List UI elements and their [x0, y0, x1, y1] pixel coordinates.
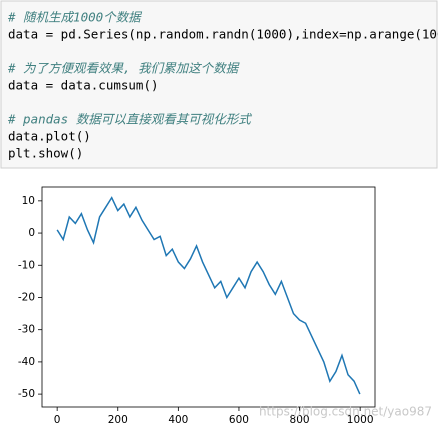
x-tick-label: 800 — [290, 414, 310, 426]
watermark: https://blog.csdn.net/yao987 — [259, 405, 432, 419]
code-line: data = data.cumsum() — [8, 78, 159, 93]
x-tick-label: 200 — [108, 414, 128, 426]
code-cell — [0, 0, 438, 169]
code-comment: # pandas 数据可以直接观看其可视化形式 — [7, 112, 252, 127]
code-comment: # 随机生成1000个数据 — [7, 10, 143, 25]
code-line: plt.show() — [8, 146, 83, 161]
y-tick-label: -50 — [18, 388, 35, 400]
y-tick-label: -20 — [18, 291, 35, 303]
y-tick-label: 0 — [28, 227, 35, 239]
y-tick-label: -30 — [18, 324, 35, 336]
code-line: data = pd.Series(np.random.randn(1000),i… — [8, 27, 438, 42]
code-comment: # 为了方便观看效果, 我们累加这个数据 — [7, 61, 241, 76]
x-tick-label: 0 — [54, 414, 61, 426]
x-tick-label: 600 — [229, 414, 249, 426]
x-tick-label: 400 — [168, 414, 188, 426]
y-tick-label: 10 — [22, 195, 35, 207]
data-line — [56, 196, 361, 395]
y-tick-label: -10 — [18, 259, 35, 271]
code-line: data.plot() — [8, 129, 91, 144]
x-tick-label: 1000 — [347, 414, 374, 426]
axes-frame — [41, 186, 376, 408]
y-tick-label: -40 — [18, 356, 35, 368]
